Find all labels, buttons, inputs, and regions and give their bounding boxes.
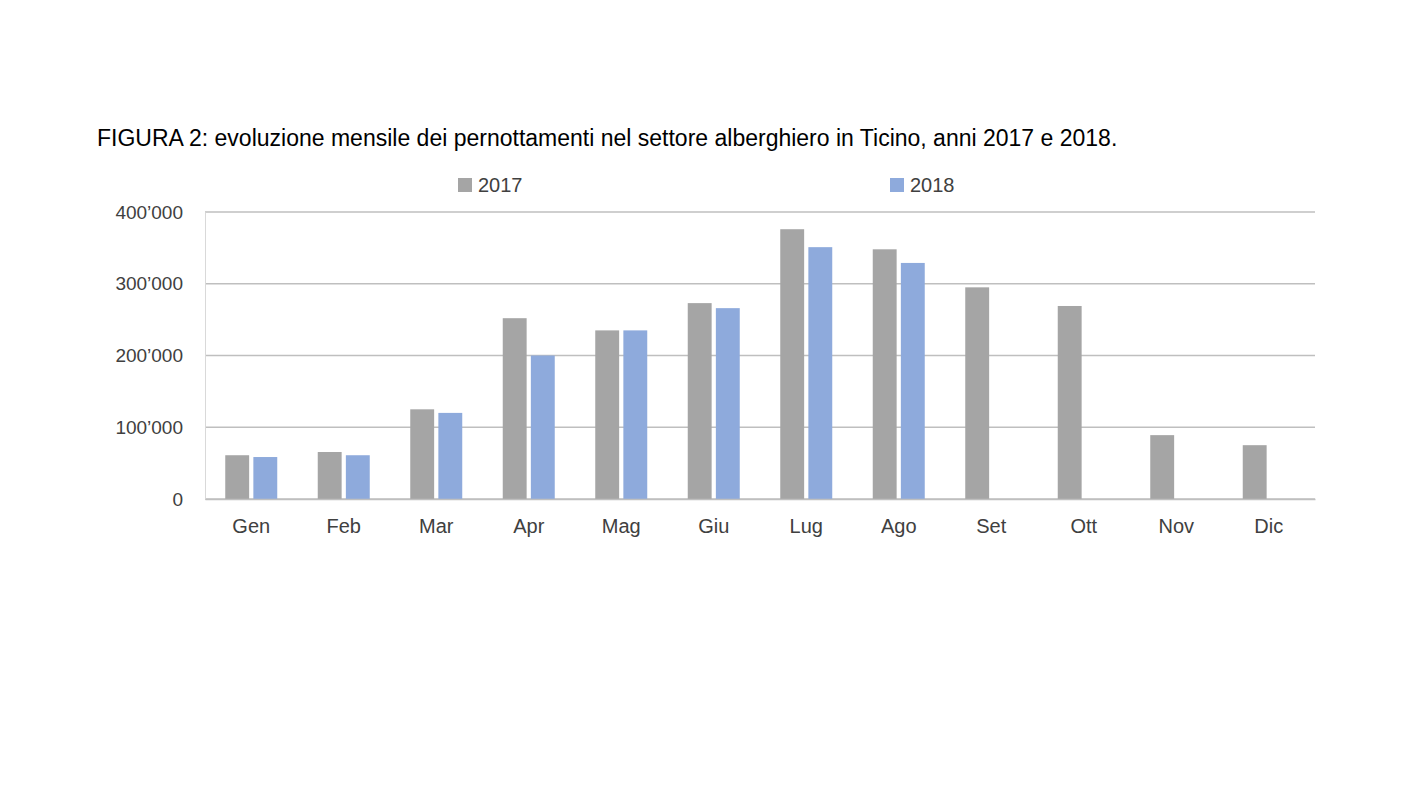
bar (503, 318, 527, 499)
bar (1150, 435, 1174, 499)
y-tick: 300’000 (115, 273, 205, 294)
bar (410, 409, 434, 499)
bar (1058, 306, 1082, 499)
y-tick-label: 100’000 (115, 417, 183, 438)
bar (531, 356, 555, 500)
y-tick-label: 300’000 (115, 273, 183, 294)
bar (623, 330, 647, 499)
x-tick-label: Giu (698, 515, 729, 537)
x-tick-label: Ott (1070, 515, 1097, 537)
y-tick-label: 0 (172, 489, 183, 510)
grid-line (205, 427, 1315, 428)
legend-label: 2017 (478, 174, 523, 196)
bar (253, 457, 277, 499)
x-tick-label: Mag (602, 515, 641, 537)
bar (965, 287, 989, 499)
x-tick-label: Set (976, 515, 1006, 537)
y-axis: 0 100’000 200’000 300’000 400’000 (115, 202, 205, 510)
bar (318, 452, 342, 499)
x-tick: Set (976, 499, 1006, 537)
grid-line (205, 355, 1315, 356)
x-tick-label: Mar (419, 515, 454, 537)
bar (346, 455, 370, 499)
bar (901, 263, 925, 499)
x-tick: Nov (1158, 499, 1194, 537)
legend-swatch (890, 178, 904, 192)
bar (873, 249, 897, 499)
bar (438, 413, 462, 499)
y-tick-label: 400’000 (115, 202, 183, 223)
x-axis-line (206, 499, 1316, 500)
x-tick: Apr (513, 499, 544, 537)
bar (1243, 445, 1267, 499)
x-tick: Giu (698, 499, 729, 537)
x-tick: Feb (327, 499, 361, 537)
x-tick-label: Ago (881, 515, 917, 537)
x-tick-label: Feb (327, 515, 361, 537)
x-axis: Gen Feb Mar Apr Mag Giu Lug Ago Set Ott Nov Dic (206, 499, 1316, 537)
bar (688, 303, 712, 499)
grid-line (205, 283, 1315, 284)
legend: 2017 2018 (458, 174, 955, 196)
legend-label: 2018 (910, 174, 955, 196)
grid-line (205, 498, 1315, 499)
x-tick: Gen (232, 499, 270, 537)
x-tick: Mar (419, 499, 454, 537)
x-tick-label: Gen (232, 515, 270, 537)
chart-container: FIGURA 2: evoluzione mensile dei pernott… (0, 0, 1408, 792)
legend-swatch (458, 178, 472, 192)
x-tick: Ago (881, 499, 917, 537)
bar (808, 247, 832, 499)
grid (205, 212, 1315, 499)
chart-svg: FIGURA 2: evoluzione mensile dei pernott… (0, 0, 1408, 792)
y-tick-label: 200’000 (115, 345, 183, 366)
x-tick-label: Dic (1254, 515, 1283, 537)
y-tick: 400’000 (115, 202, 205, 223)
x-tick: Lug (790, 499, 823, 537)
bar (595, 330, 619, 499)
x-tick-label: Lug (790, 515, 823, 537)
bar (716, 308, 740, 499)
bar (225, 455, 249, 499)
x-tick-label: Nov (1158, 515, 1194, 537)
chart-title: FIGURA 2: evoluzione mensile dei pernott… (97, 125, 1117, 151)
x-tick: Mag (602, 499, 641, 537)
y-tick: 100’000 (115, 417, 205, 438)
x-tick: Ott (1070, 499, 1097, 537)
bars (225, 229, 1266, 499)
x-tick-label: Apr (513, 515, 544, 537)
x-tick: Dic (1254, 499, 1283, 537)
y-tick: 200’000 (115, 345, 205, 366)
grid-line (205, 211, 1315, 212)
y-axis-line (205, 213, 206, 500)
y-tick: 0 (172, 489, 205, 510)
bar (780, 229, 804, 499)
